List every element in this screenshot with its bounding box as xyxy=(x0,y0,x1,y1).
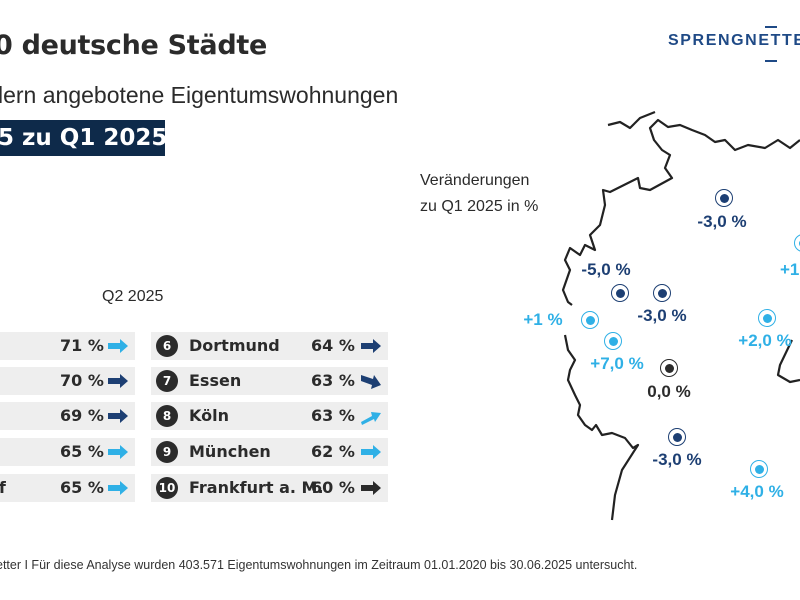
change-label: +1 % xyxy=(523,310,563,329)
city-marker-icon xyxy=(758,309,776,327)
ranking-row: 69 % xyxy=(0,402,135,430)
change-label: -3,0 % xyxy=(652,450,702,469)
city-name: Essen xyxy=(189,371,242,390)
rank-badge: 9 xyxy=(156,441,178,463)
change-label: -5,0 % xyxy=(581,260,631,279)
ranking-row: 7 Essen 63 % xyxy=(151,367,388,395)
share-value: 62 % xyxy=(311,442,355,461)
rank-badge: 8 xyxy=(156,405,178,427)
map-legend: Veränderungen zu Q1 2025 in % xyxy=(420,168,538,220)
city-marker-icon xyxy=(581,311,599,329)
change-label: +2,0 % xyxy=(738,331,792,350)
city-marker-icon xyxy=(668,428,686,446)
trend-arrow-icon xyxy=(108,409,128,423)
city-marker-icon xyxy=(604,332,622,350)
page-title: 0 deutsche Städte xyxy=(0,30,267,61)
ranking-row: 9 München 62 % xyxy=(151,438,388,466)
share-value: 70 % xyxy=(60,371,104,390)
share-value: 64 % xyxy=(311,336,355,355)
trend-arrow-icon xyxy=(108,374,128,388)
share-value: 63 % xyxy=(311,406,355,425)
trend-arrow-icon xyxy=(108,445,128,459)
change-label: +1, xyxy=(779,260,800,279)
footer-note: etter I Für diese Analyse wurden 403.571… xyxy=(0,558,638,572)
city-name: orf xyxy=(0,478,6,497)
city-name: Frankfurt a. M. xyxy=(189,478,324,497)
ranking-row: 6 Dortmund 64 % xyxy=(151,332,388,360)
share-value: 65 % xyxy=(60,478,104,497)
change-label: -3,0 % xyxy=(697,212,747,231)
trend-arrow-icon xyxy=(361,481,381,495)
ranking-row: 71 % xyxy=(0,332,135,360)
trend-arrow-icon xyxy=(361,339,381,353)
share-value: 71 % xyxy=(60,336,104,355)
ranking-row: 10 Frankfurt a. M. 60 % xyxy=(151,474,388,502)
city-marker-icon xyxy=(660,359,678,377)
city-name: Köln xyxy=(189,406,229,425)
trend-arrow-icon xyxy=(361,412,381,425)
share-value: 69 % xyxy=(60,406,104,425)
change-label: +4,0 % xyxy=(730,482,784,501)
legend-line-2: zu Q1 2025 in % xyxy=(420,198,539,215)
share-value: 65 % xyxy=(60,442,104,461)
ranking-column-header: Q2 2025 xyxy=(102,288,164,305)
ranking-row: 65 % xyxy=(0,438,135,466)
change-label: -3,0 % xyxy=(637,306,687,325)
legend-line-1: Veränderungen xyxy=(420,172,530,189)
rank-badge: 10 xyxy=(156,477,178,499)
rank-badge: 6 xyxy=(156,335,178,357)
trend-arrow-icon xyxy=(361,445,381,459)
city-marker-icon xyxy=(715,189,733,207)
city-marker-icon xyxy=(750,460,768,478)
city-marker-icon xyxy=(653,284,671,302)
change-label: +7,0 % xyxy=(590,354,644,373)
share-value: 63 % xyxy=(311,371,355,390)
city-marker-icon xyxy=(611,284,629,302)
trend-arrow-icon xyxy=(108,481,128,495)
sprengnetter-logo: SPRENGNETTER xyxy=(668,32,800,49)
ranking-row: orf 65 % xyxy=(0,474,135,502)
logo-mark-icon xyxy=(765,26,777,62)
change-label: 0,0 % xyxy=(647,382,691,401)
city-name: München xyxy=(189,442,271,461)
city-name: Dortmund xyxy=(189,336,280,355)
share-value: 60 % xyxy=(311,478,355,497)
trend-arrow-icon xyxy=(361,375,381,389)
ranking-row: g70 % xyxy=(0,367,135,395)
page-subtitle: lern angebotene Eigentumswohnungen xyxy=(0,82,399,108)
trend-arrow-icon xyxy=(108,339,128,353)
ranking-row: 8 Köln 63 % xyxy=(151,402,388,430)
rank-badge: 7 xyxy=(156,370,178,392)
period-badge: 5 zu Q1 2025 xyxy=(0,120,167,156)
